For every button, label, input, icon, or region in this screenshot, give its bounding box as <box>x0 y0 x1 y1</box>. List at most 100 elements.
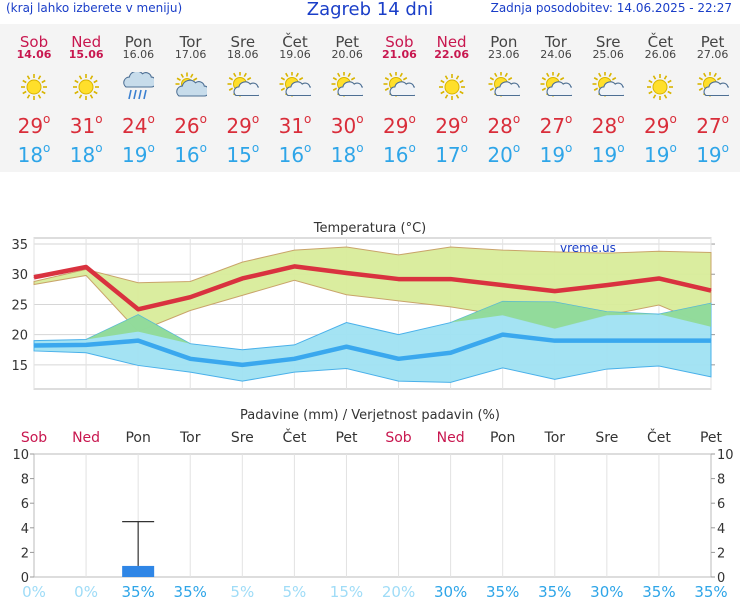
day-date: 14.06 <box>16 48 52 61</box>
x-tick-label: Pon <box>125 430 150 446</box>
max-temp-line <box>33 264 712 312</box>
min-temp-point <box>137 340 139 342</box>
temperature-chart: Temperatura (°C) 15 20 25 30 35 vreme.us <box>11 221 715 390</box>
sun-cloud-icon <box>331 72 364 97</box>
day-name: Pet <box>700 33 725 51</box>
x-tick-label: Pet <box>700 430 723 446</box>
min-temp-point <box>293 358 295 360</box>
temp-min: 19o <box>643 141 677 167</box>
y-tick-label-left: 4 <box>21 522 29 537</box>
last-updated: Zadnja posodobitev: 14.06.2025 - 22:27 <box>490 1 732 15</box>
max-temp-point <box>502 284 504 286</box>
precip-probability-label: 35% <box>694 583 727 600</box>
sun-cloud-icon <box>592 72 625 97</box>
temp-max: 30o <box>330 112 364 138</box>
max-temp-point <box>137 308 139 310</box>
min-temp-point <box>606 340 608 342</box>
min-temp-line <box>33 332 711 368</box>
plot-frame <box>33 453 712 578</box>
temp-max: 29o <box>435 112 468 138</box>
x-tick-label: Sre <box>595 430 618 446</box>
day-name: Čet <box>282 33 308 51</box>
temp-min: 16o <box>174 141 207 167</box>
temp-min: 19o <box>696 141 729 167</box>
day-date: 26.06 <box>644 48 677 61</box>
precip-probability-label: 5% <box>230 583 254 600</box>
day-name: Tor <box>545 33 567 51</box>
x-tick-label: Pet <box>335 430 358 446</box>
min-temp-point <box>241 364 243 366</box>
x-tick-label: Tor <box>544 430 566 446</box>
precipitation-chart: Padavine (mm) / Verjetnost padavin (%) So… <box>12 408 733 600</box>
temp-max: 29o <box>382 112 416 138</box>
precip-probability-label: 5% <box>282 583 306 600</box>
day-name: Ned <box>436 33 467 51</box>
temp-max: 31o <box>69 112 103 138</box>
location-note[interactable]: (kraj lahko izberete v meniju) <box>6 1 183 15</box>
y-tick-label-right: 2 <box>717 546 725 561</box>
temp-max: 26o <box>174 112 207 138</box>
x-tick-label: Tor <box>179 430 201 446</box>
x-tick-label: Ned <box>437 430 465 446</box>
temp-min: 19o <box>539 141 573 167</box>
day-name: Tor <box>179 33 202 51</box>
partly-cloudy-icon <box>175 72 207 97</box>
y-tick-label-right: 4 <box>717 522 725 537</box>
min-temp-point <box>189 358 191 360</box>
day-date: 24.06 <box>540 48 572 61</box>
min-temp-point <box>345 346 347 348</box>
precip-probability-label: 35% <box>538 583 571 600</box>
max-temp-point <box>398 278 400 280</box>
day-date: 23.06 <box>488 48 520 61</box>
max-temp-point <box>450 278 452 280</box>
y-tick-label-left: 0 <box>21 571 29 586</box>
day-name: Čet <box>647 33 674 51</box>
max-temp-point <box>345 272 347 274</box>
temp-max: 28o <box>591 112 625 138</box>
day-date: 25.06 <box>592 48 624 61</box>
min-temp-point <box>450 352 452 354</box>
max-temp-point <box>189 296 191 298</box>
precip-bar <box>122 565 155 577</box>
y-tick-label: 35 <box>11 238 28 253</box>
temp-max: 24o <box>121 112 155 138</box>
daily-forecast-strip: Sob 14.06 29o 18o Ned 15.06 31o 18o Pon 16.06 24o 1… <box>0 24 740 172</box>
x-tick-label: Čet <box>647 428 671 446</box>
day-name: Pet <box>335 33 359 51</box>
sun-cloud-icon <box>697 72 729 97</box>
sun-cloud-icon <box>540 72 572 97</box>
max-temp-point <box>293 265 295 267</box>
day-date: 15.06 <box>68 48 104 61</box>
min-temp-point <box>658 340 660 342</box>
precip-probability-label: 30% <box>434 583 467 600</box>
day-name: Sob <box>385 33 414 51</box>
sun-icon <box>21 74 47 100</box>
temp-min: 16o <box>382 141 416 167</box>
temp-min: 19o <box>121 141 155 167</box>
day-date: 22.06 <box>434 48 469 61</box>
temp-min: 19o <box>591 141 625 167</box>
y-tick-label-right: 0 <box>717 571 725 586</box>
day-name: Ned <box>71 33 102 51</box>
precip-probability-label: 0% <box>22 583 46 600</box>
y-tick-label: 25 <box>11 298 28 313</box>
y-tick-label-right: 6 <box>717 497 725 512</box>
day-date: 19.06 <box>279 48 311 61</box>
y-tick-label: 20 <box>11 329 28 344</box>
max-temp-point <box>241 277 243 279</box>
temperature-chart-title: Temperatura (°C) <box>313 221 426 236</box>
sun-cloud-icon <box>227 72 259 97</box>
temp-min: 20o <box>487 141 521 167</box>
precip-probability-label: 0% <box>74 583 98 600</box>
temp-max: 29o <box>17 112 51 138</box>
y-tick-label-left: 8 <box>21 473 29 488</box>
x-tick-label: Čet <box>282 428 306 446</box>
min-temp-point <box>33 345 35 347</box>
temp-max: 28o <box>487 112 521 138</box>
precip-probability-label: 15% <box>330 583 363 600</box>
header-bar: (kraj lahko izberete v meniju) Zagreb 14… <box>0 0 740 22</box>
day-date: 27.06 <box>696 48 729 61</box>
min-temp-point <box>710 340 712 342</box>
x-tick-label: Sob <box>21 430 47 446</box>
temp-max: 29o <box>643 112 677 138</box>
